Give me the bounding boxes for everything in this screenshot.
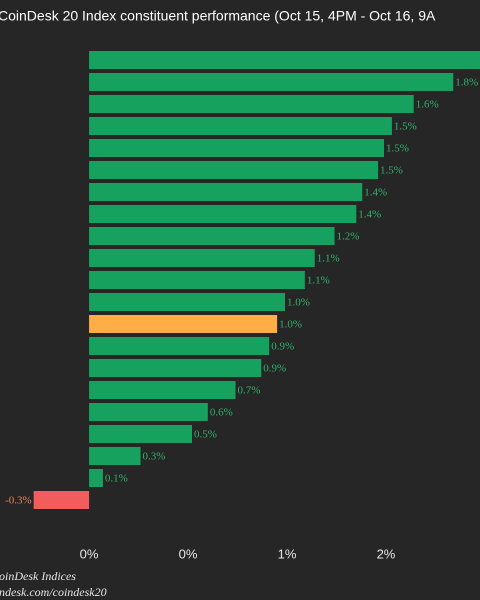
bar <box>89 249 315 267</box>
x-tick-label: 0% <box>179 546 198 561</box>
chart-title: CoinDesk 20 Index constituent performanc… <box>0 8 436 24</box>
value-label: 1.6% <box>416 99 439 111</box>
value-label: 0.9% <box>271 341 294 353</box>
value-label: 1.4% <box>358 209 381 221</box>
bar <box>89 139 384 157</box>
bar <box>89 359 262 377</box>
bar <box>89 381 236 399</box>
bar <box>89 337 270 355</box>
value-label: 0.5% <box>194 429 217 441</box>
bar <box>89 293 286 311</box>
bar <box>89 95 414 113</box>
value-label: 0.9% <box>263 363 286 375</box>
source-line: oinDesk Indices <box>0 569 76 583</box>
source-line: ndesk.com/coindesk20 <box>0 585 107 599</box>
bar <box>33 491 90 509</box>
value-label: 0.7% <box>238 385 261 397</box>
bar <box>89 117 392 135</box>
x-tick-label: 0% <box>80 546 99 561</box>
value-label: 1.1% <box>307 275 330 287</box>
bar <box>89 73 454 91</box>
value-label: 1.8% <box>455 77 478 89</box>
value-label: 1.2% <box>337 231 360 243</box>
bar <box>89 183 363 201</box>
value-label: 0.6% <box>210 407 233 419</box>
x-tick-label: 1% <box>278 546 297 561</box>
bar <box>89 403 208 421</box>
value-label: 1.4% <box>364 187 387 199</box>
value-label: 0.1% <box>105 473 128 485</box>
value-label: 1.1% <box>317 253 340 265</box>
bar <box>89 447 141 465</box>
value-label: 1.5% <box>386 143 409 155</box>
bar <box>89 271 305 289</box>
value-label: -0.3% <box>5 495 32 507</box>
value-label: 1.0% <box>287 297 310 309</box>
bar <box>89 51 480 69</box>
bar <box>89 161 379 179</box>
bar <box>89 205 357 223</box>
bar <box>89 315 278 333</box>
value-label: 1.0% <box>279 319 302 331</box>
value-label: 1.5% <box>394 121 417 133</box>
bar <box>89 227 335 245</box>
bar <box>89 469 103 487</box>
bar <box>89 425 192 443</box>
value-label: 0.3% <box>143 451 166 463</box>
value-label: 1.5% <box>380 165 403 177</box>
x-tick-label: 2% <box>377 546 396 561</box>
